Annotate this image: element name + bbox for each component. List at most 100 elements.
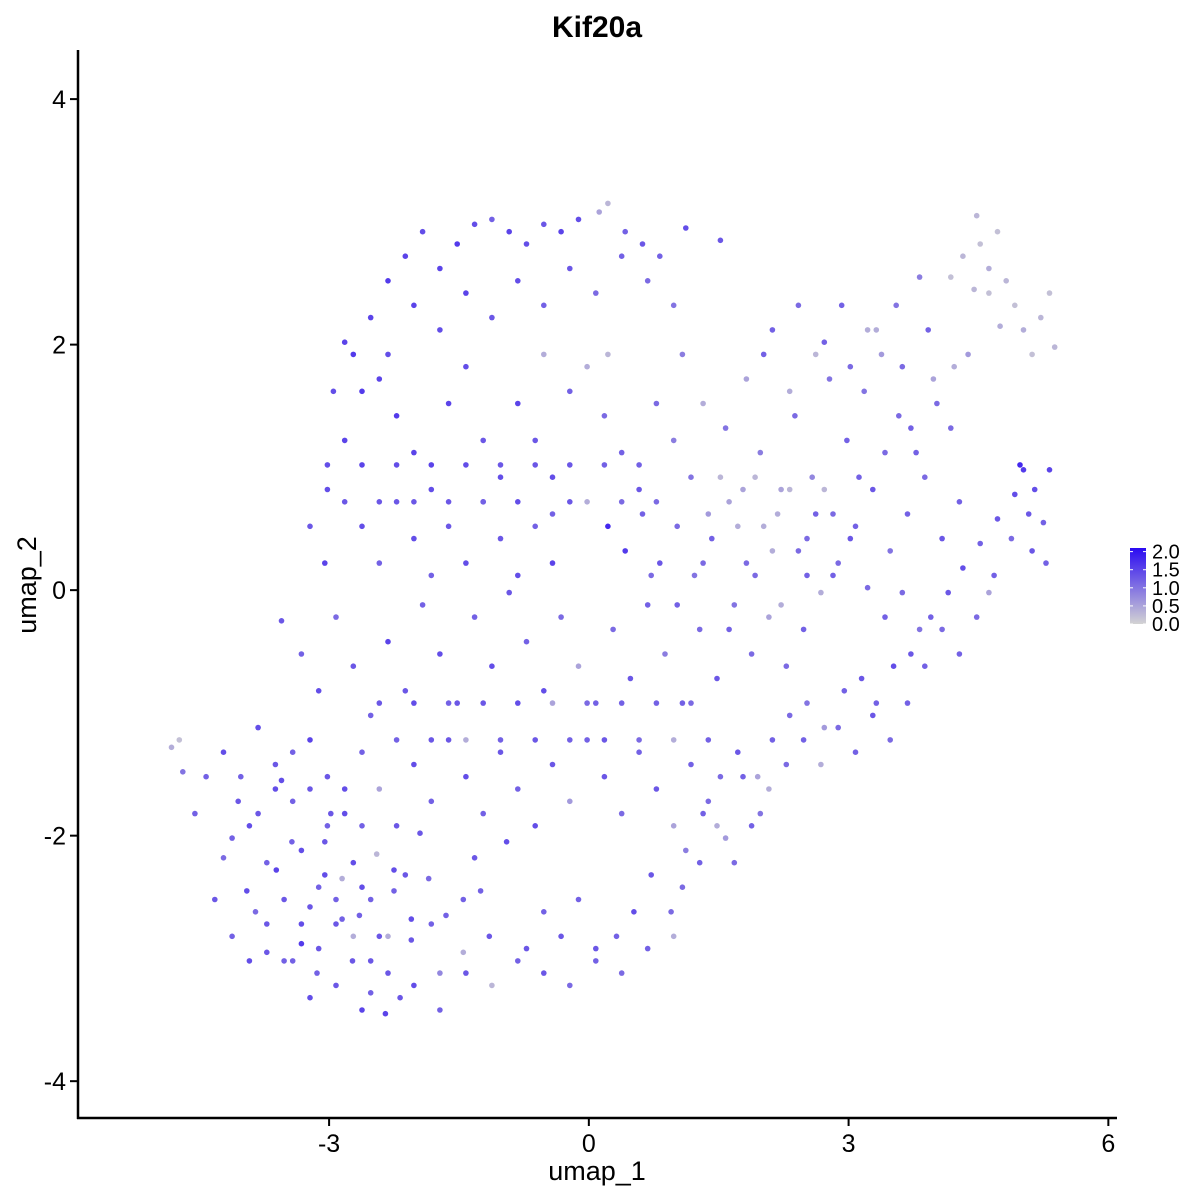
data-point: [385, 970, 391, 976]
legend-tick-label: 2.0: [1152, 542, 1180, 564]
data-point: [705, 511, 712, 517]
data-point: [220, 855, 227, 861]
data-point: [229, 835, 235, 841]
legend-tick-label: 0.5: [1152, 596, 1180, 618]
data-point: [367, 314, 374, 321]
data-point: [489, 663, 495, 669]
data-point: [838, 302, 845, 309]
data-point: [951, 363, 957, 370]
data-point: [653, 700, 660, 706]
data-point: [549, 474, 556, 481]
data-point: [445, 700, 452, 706]
data-point: [908, 651, 914, 657]
data-point: [688, 761, 694, 768]
data-point: [1025, 511, 1032, 517]
data-point: [575, 896, 582, 903]
data-point: [644, 602, 651, 608]
data-point: [359, 749, 365, 755]
data-point: [246, 823, 253, 829]
data-point: [463, 290, 469, 296]
data-point: [748, 651, 755, 657]
data-point: [341, 339, 348, 346]
data-point: [376, 560, 383, 566]
data-point: [800, 626, 807, 633]
data-point: [402, 872, 409, 878]
data-point: [558, 614, 564, 620]
data-point: [408, 937, 415, 943]
chart-title: Kif20a: [552, 11, 642, 44]
data-point: [584, 700, 590, 706]
data-point: [359, 823, 365, 829]
data-point: [705, 737, 712, 743]
data-point: [657, 560, 663, 566]
data-point: [322, 872, 328, 878]
data-point: [359, 388, 365, 395]
data-point: [229, 933, 235, 940]
legend-tick-label: 0.0: [1152, 614, 1180, 636]
data-point: [393, 413, 400, 419]
data-point: [376, 499, 383, 505]
data-point: [740, 773, 746, 780]
data-point: [307, 904, 313, 910]
data-point: [497, 462, 504, 468]
data-point: [1029, 548, 1035, 554]
data-point: [486, 933, 493, 940]
data-point: [812, 511, 819, 517]
data-point: [835, 560, 841, 566]
data-point: [670, 437, 677, 444]
data-point: [904, 511, 911, 517]
data-point: [541, 970, 547, 976]
data-point: [192, 810, 198, 817]
data-point: [965, 351, 971, 358]
data-point: [683, 225, 689, 231]
data-point: [893, 302, 899, 309]
data-point: [289, 749, 296, 755]
data-point: [601, 413, 608, 419]
data-point: [696, 626, 703, 633]
data-point: [220, 749, 227, 755]
data-point: [489, 314, 495, 321]
data-point: [644, 945, 651, 952]
data-point: [264, 949, 270, 956]
data-point: [558, 933, 564, 940]
y-axis-label: umap_2: [12, 536, 42, 634]
data-point: [307, 523, 313, 530]
data-point: [760, 351, 767, 358]
data-point: [437, 970, 443, 976]
data-point: [948, 274, 954, 280]
data-point: [350, 933, 357, 940]
data-point: [1029, 351, 1035, 358]
data-point: [717, 237, 724, 244]
y-tick-label: -2: [44, 823, 66, 851]
data-point: [835, 724, 841, 731]
data-point: [367, 712, 374, 719]
data-point: [359, 884, 365, 890]
data-point: [445, 499, 452, 505]
data-point: [878, 351, 885, 358]
data-point: [298, 940, 305, 947]
data-point: [180, 769, 186, 775]
data-point: [830, 511, 836, 517]
data-point: [922, 663, 928, 669]
data-point: [411, 449, 417, 456]
data-point: [445, 737, 452, 743]
data-point: [1012, 302, 1018, 309]
data-point: [315, 884, 322, 890]
data-point: [960, 253, 966, 259]
data-point: [864, 327, 871, 333]
data-point: [679, 884, 686, 890]
data-point: [735, 749, 741, 755]
data-point: [393, 462, 400, 468]
data-point: [350, 859, 357, 866]
data-point: [800, 737, 807, 743]
data-point: [804, 700, 810, 706]
data-point: [864, 584, 871, 591]
data-point: [411, 535, 417, 542]
data-point: [657, 253, 663, 259]
data-point: [904, 700, 911, 706]
y-tick-label: 0: [52, 577, 66, 605]
data-point: [289, 839, 295, 845]
data-point: [419, 228, 426, 235]
data-point: [278, 618, 285, 624]
